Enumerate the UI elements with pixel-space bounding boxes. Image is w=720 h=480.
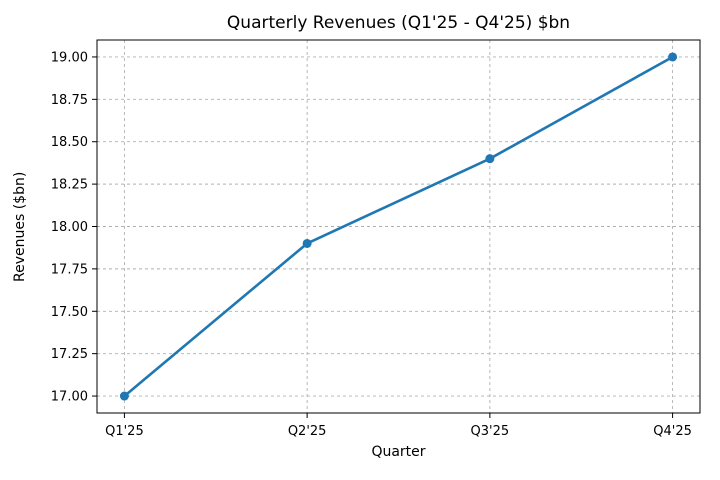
x-tick-label: Q3'25 [471, 424, 510, 439]
y-tick-label: 17.25 [51, 347, 88, 362]
data-point [119, 391, 129, 401]
x-axis-label: Quarter [371, 444, 426, 460]
y-tick-label: 18.75 [51, 93, 88, 108]
data-point [485, 154, 495, 164]
y-tick-label: 17.00 [51, 390, 88, 405]
x-tick-label: Q4'25 [653, 424, 692, 439]
y-tick-label: 18.50 [51, 135, 88, 150]
chart-title: Quarterly Revenues (Q1'25 - Q4'25) $bn [226, 13, 571, 33]
y-tick-label: 17.75 [51, 262, 88, 277]
y-tick-label: 18.25 [51, 178, 88, 193]
x-tick-label: Q1'25 [105, 424, 144, 439]
x-tick-label: Q2'25 [288, 424, 327, 439]
y-tick-label: 17.50 [51, 305, 88, 320]
y-tick-label: 19.00 [51, 50, 88, 65]
data-point [668, 52, 678, 62]
y-tick-label: 18.00 [51, 220, 88, 235]
data-point [302, 238, 312, 248]
series-line [123, 55, 674, 398]
